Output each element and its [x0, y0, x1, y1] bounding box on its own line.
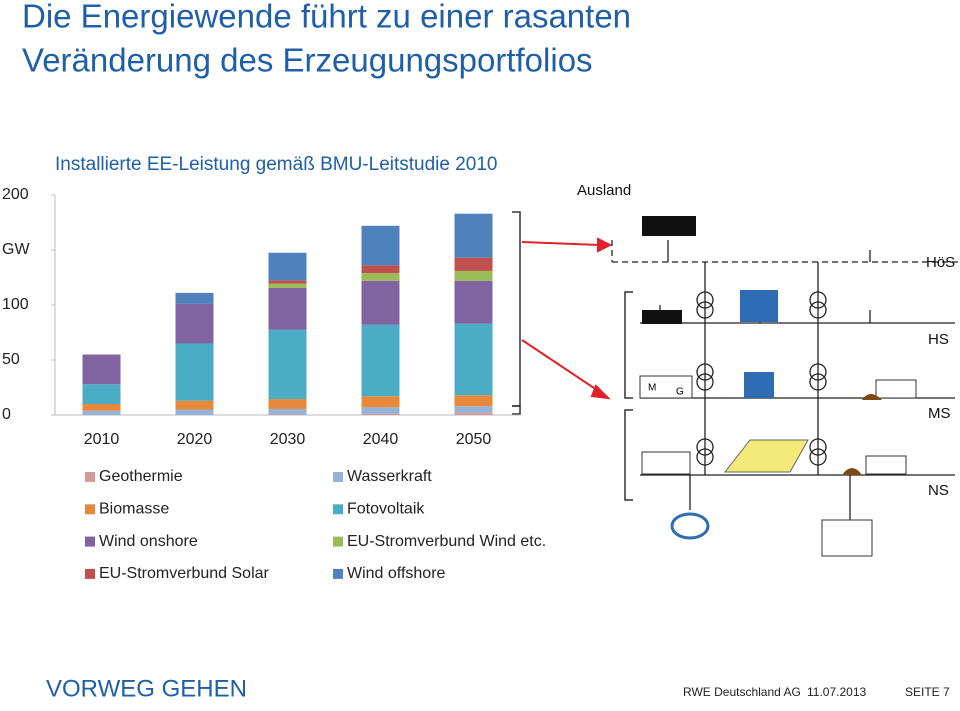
bar-segment: [268, 287, 307, 330]
bar-segment: [454, 280, 493, 324]
y-tick-label: 0: [2, 406, 11, 423]
legend-label: Wind offshore: [347, 565, 446, 582]
y-tick-label: 50: [2, 351, 20, 368]
bar-segment: [361, 324, 400, 397]
bar-segment: [82, 404, 121, 411]
y-tick-label: GW: [2, 241, 30, 258]
bar-segment: [454, 406, 493, 413]
level-label: MS: [928, 405, 951, 422]
bar-segment: [175, 343, 214, 401]
x-tick-label: 2020: [177, 431, 213, 448]
legend-swatch: [333, 504, 343, 515]
brackets: [512, 211, 633, 501]
legend-label: Fotovoltaik: [347, 501, 425, 518]
bar-segment: [454, 395, 493, 407]
chart-title: Installierte EE-Leistung gemäß BMU-Leits…: [55, 154, 498, 175]
x-tick-label: 2050: [456, 431, 492, 448]
bar-segment: [361, 413, 400, 415]
footer-company: RWE Deutschland AG: [683, 685, 801, 699]
bar-segment: [361, 225, 400, 266]
bar-segment: [454, 270, 493, 281]
bar-segment: [361, 407, 400, 414]
bar-segment: [361, 396, 400, 408]
bar-segment: [175, 400, 214, 410]
level-label: HöS: [926, 254, 955, 271]
legend-swatch: [85, 472, 95, 482]
level-label: HS: [928, 331, 949, 348]
bar-segment: [454, 323, 493, 396]
legend-swatch: [85, 568, 95, 579]
bar-segment: [82, 410, 121, 415]
legend-label: Wasserkraft: [347, 468, 432, 485]
slide-title: Die Energiewende führt zu einer rasanten: [22, 0, 631, 35]
bar-segment: [268, 414, 307, 415]
bar-segment: [361, 280, 400, 325]
legend-label: Geothermie: [99, 468, 183, 485]
bar-segment: [268, 399, 307, 409]
legend-swatch: [85, 536, 95, 547]
legend-swatch: [333, 568, 343, 579]
icons: M G: [639, 216, 917, 557]
x-tick-label: 2030: [270, 431, 306, 448]
y-tick-label: 100: [2, 296, 29, 313]
bar-segment: [175, 292, 214, 304]
legend-label: Biomasse: [99, 501, 169, 518]
logo: VORWEG GEHEN: [46, 675, 247, 702]
bar-segment: [268, 280, 307, 284]
y-tick-label: 200: [2, 186, 29, 203]
footer-page: SEITE 7: [905, 685, 950, 699]
legend-swatch: [333, 536, 343, 547]
bar-segment: [361, 265, 400, 274]
legend-label: EU-Stromverbund Solar: [99, 565, 270, 582]
bar-segment: [175, 409, 214, 415]
x-tick-label: 2040: [363, 431, 399, 448]
level-label: Ausland: [577, 182, 631, 199]
legend-swatch: [85, 504, 95, 515]
legend-label: EU-Stromverbund Wind etc.: [347, 533, 546, 550]
x-tick-label: 2010: [84, 431, 120, 448]
legend-label: Wind onshore: [99, 533, 198, 550]
bar-segment: [82, 384, 121, 404]
motor-label: M: [648, 383, 656, 394]
bar-segment: [454, 412, 493, 415]
bar-segment: [268, 283, 307, 288]
legend-swatch: [333, 472, 343, 482]
bar-segment: [361, 273, 400, 281]
grid-diagram: [611, 240, 960, 520]
level-label: NS: [928, 482, 949, 499]
bar-segment: [268, 329, 307, 400]
bar-segment: [454, 257, 493, 271]
slide-title: Veränderung des Erzeugungsportfolios: [22, 42, 593, 79]
bar-segment: [82, 354, 121, 385]
bar-segment: [175, 303, 214, 344]
generator-label: G: [676, 387, 684, 398]
arrows: [521, 237, 613, 400]
bar-segment: [268, 408, 307, 415]
bar-segment: [268, 252, 307, 281]
footer-date: 11.07.2013: [807, 685, 866, 699]
bar-segment: [454, 213, 493, 258]
